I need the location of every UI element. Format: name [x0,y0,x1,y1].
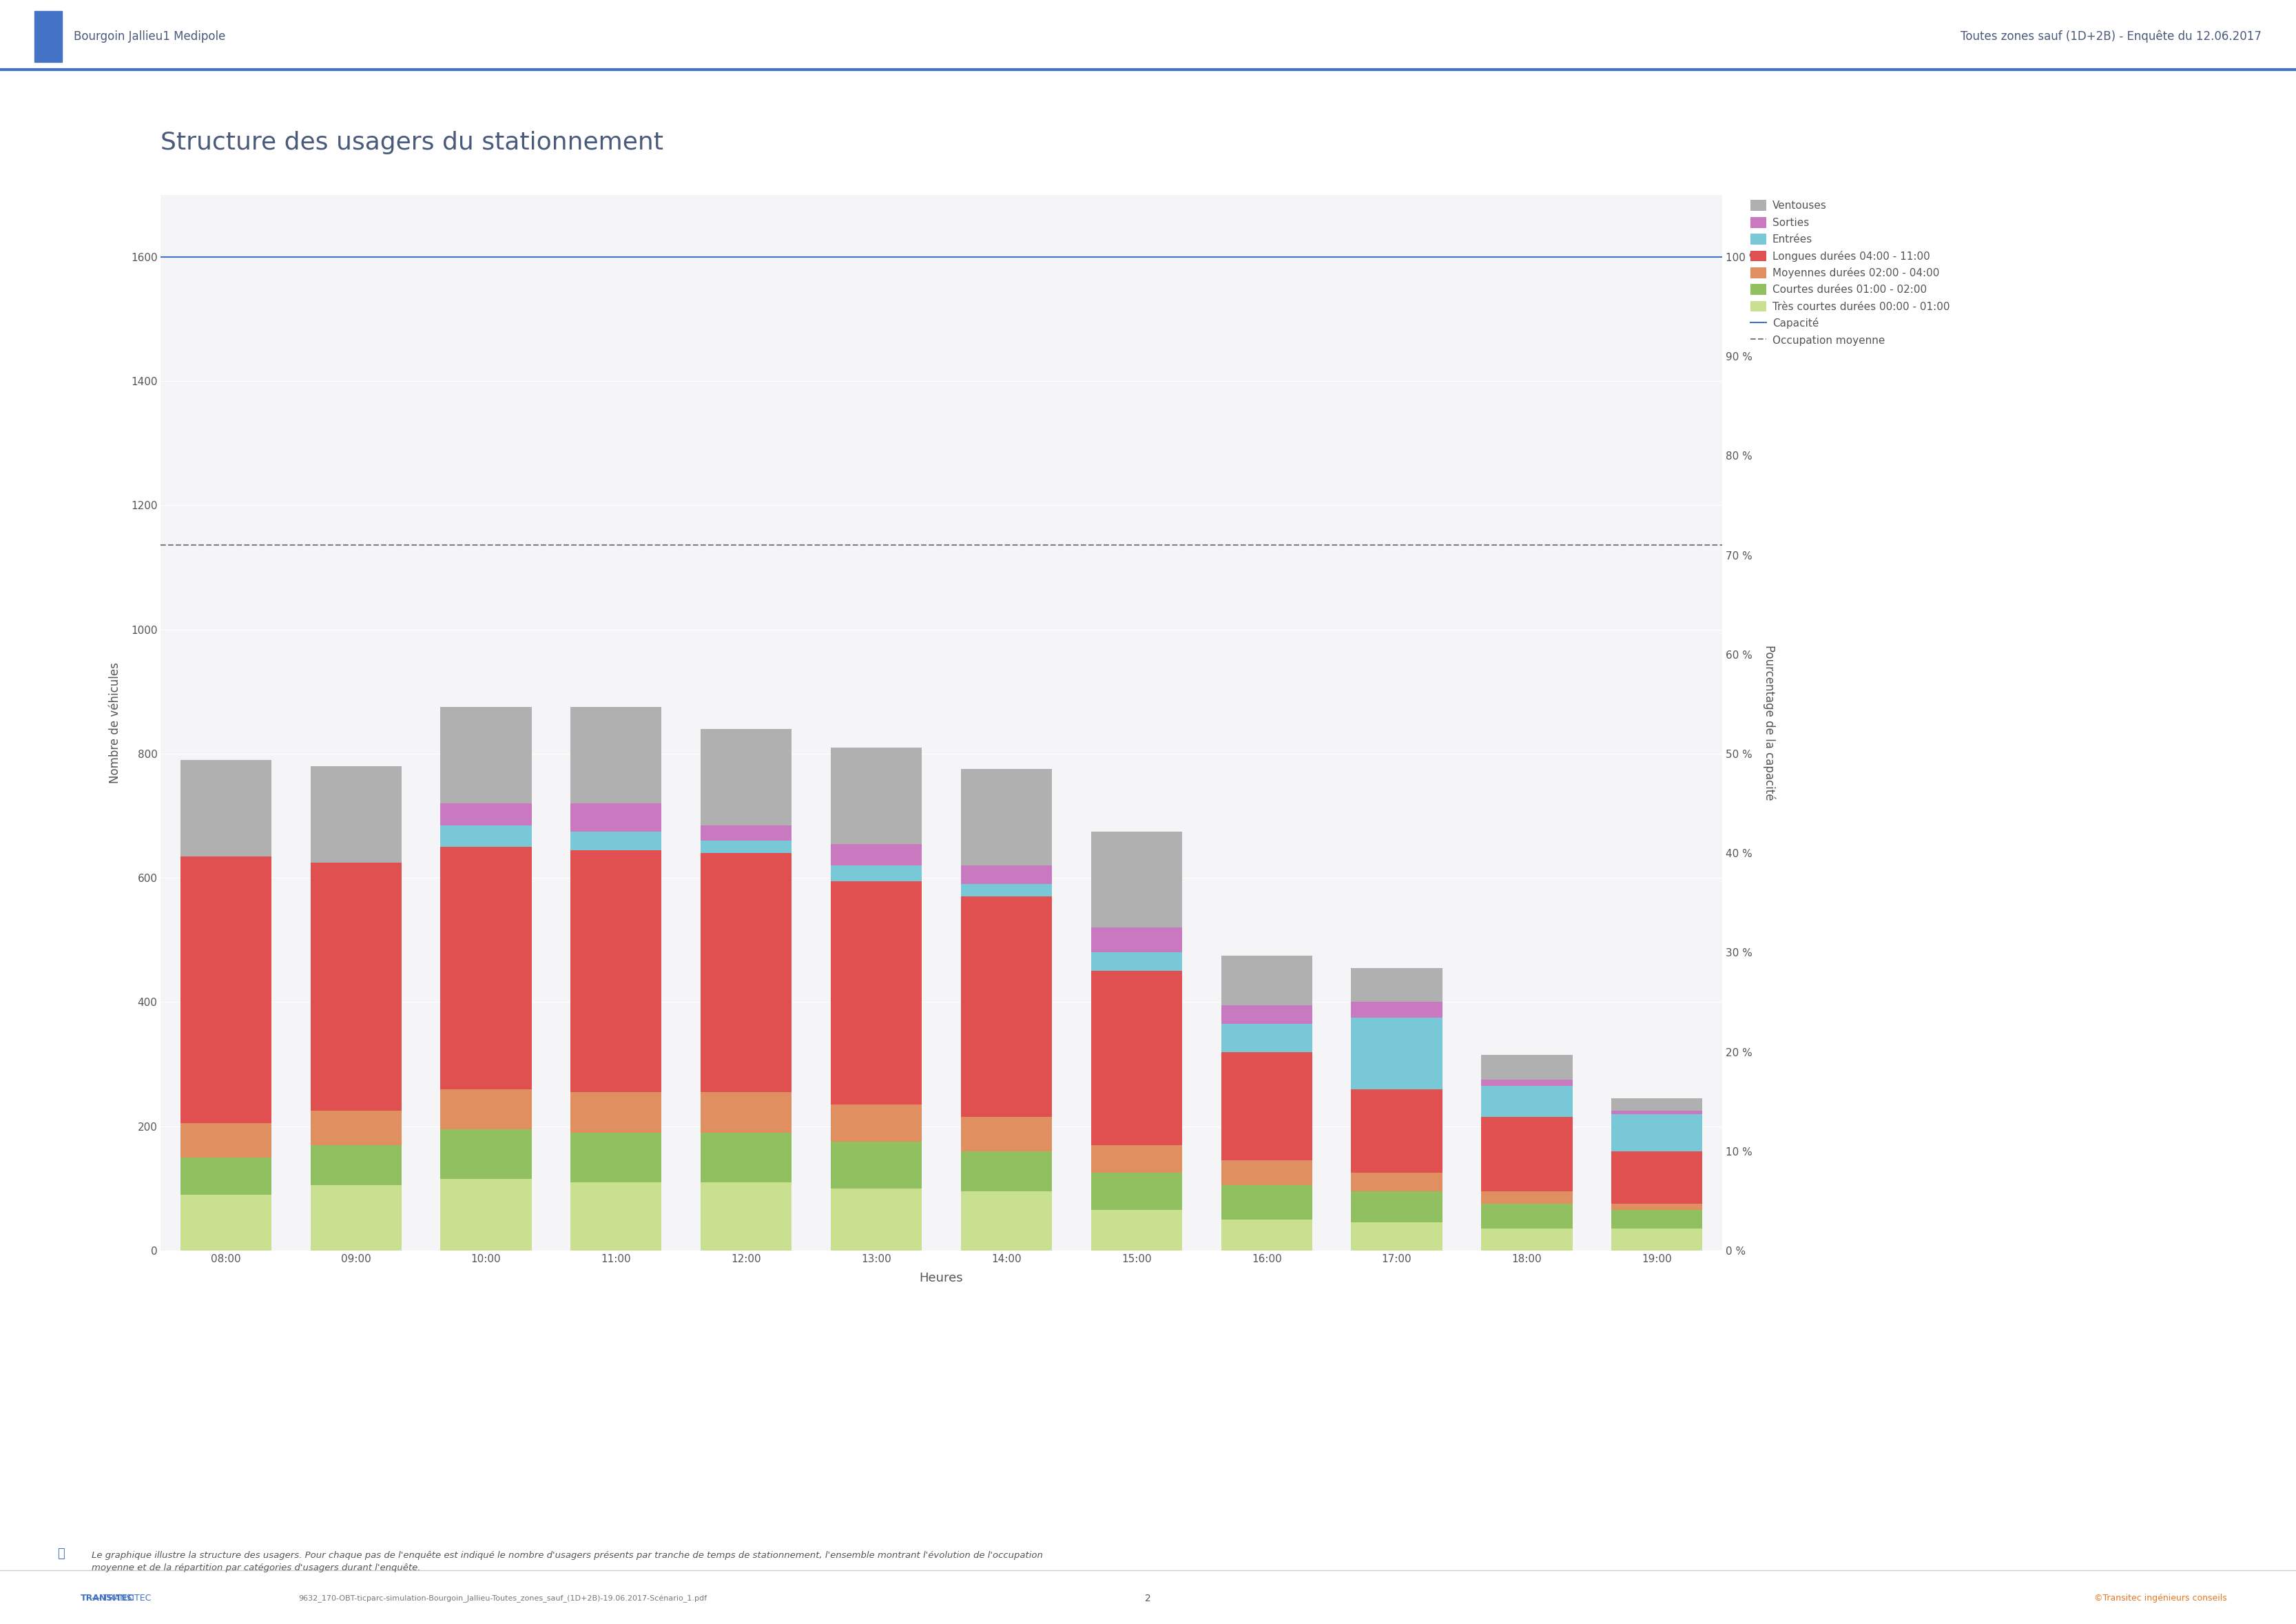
Bar [1091,1145,1182,1173]
Bar [1091,831,1182,927]
Bar [441,1179,533,1250]
Text: TRANSITEC: TRANSITEC [80,1593,133,1603]
Bar [441,846,533,1090]
Text: — TRANSITEC: — TRANSITEC [92,1593,152,1603]
Bar [1221,1220,1313,1250]
Bar [1481,1117,1573,1192]
Bar [962,770,1052,866]
Text: Toutes zones sauf (1D+2B) - Enquête du 12.06.2017: Toutes zones sauf (1D+2B) - Enquête du 1… [1961,31,2262,42]
Bar [831,1104,923,1142]
Bar [831,1189,923,1250]
Bar [572,1132,661,1182]
Bar [310,767,402,862]
Bar [831,866,923,880]
Bar [572,1182,661,1250]
Bar [1612,1229,1704,1250]
Text: ©Transitec ingénieurs conseils: ©Transitec ingénieurs conseils [2094,1593,2227,1603]
Bar [572,1091,661,1132]
Bar [1221,1186,1313,1220]
Bar [181,1195,271,1250]
Bar [831,1142,923,1189]
Bar [181,760,271,856]
Bar [1221,1161,1313,1186]
Text: Structure des usagers du stationnement: Structure des usagers du stationnement [161,132,664,154]
Bar [310,862,402,1111]
Bar [1481,1086,1573,1117]
Bar [1221,1005,1313,1023]
Bar [572,831,661,849]
Bar [962,883,1052,896]
Bar [310,1145,402,1186]
Bar [962,1192,1052,1250]
Text: Le graphique illustre la structure des usagers. Pour chaque pas de l'enquête est: Le graphique illustre la structure des u… [92,1551,1042,1572]
Bar [1091,1173,1182,1210]
Bar [831,880,923,1104]
Bar [1352,1018,1442,1090]
Bar [700,1182,792,1250]
Bar [1352,1173,1442,1192]
Bar [441,1129,533,1179]
Text: • Occupation maximale à 10:00 = 92%
• Occupation moyenne sur la durée de l'enquê: • Occupation maximale à 10:00 = 92% • Oc… [448,1419,827,1455]
Bar [700,841,792,853]
Bar [1091,927,1182,952]
Bar [1481,1229,1573,1250]
Bar [1481,1192,1573,1203]
Bar [441,706,533,804]
Bar [962,896,1052,1117]
Legend: Ventouses, Sorties, Entrées, Longues durées 04:00 - 11:00, Moyennes durées 02:00: Ventouses, Sorties, Entrées, Longues dur… [1750,200,1949,346]
Bar [962,866,1052,883]
Bar [1481,1080,1573,1086]
X-axis label: Heures: Heures [918,1272,964,1285]
Bar [1352,1192,1442,1223]
Bar [1352,1002,1442,1018]
Bar [572,706,661,804]
Bar [441,825,533,846]
Bar [831,747,923,844]
Bar [1221,1023,1313,1052]
Y-axis label: Pourcentage de la capacité: Pourcentage de la capacité [1763,645,1775,801]
Bar [441,1090,533,1129]
Bar [310,1111,402,1145]
Bar [1612,1098,1704,1111]
Text: 2: 2 [1146,1593,1150,1603]
Text: ⓘ: ⓘ [57,1548,64,1561]
Bar [1481,1203,1573,1229]
Bar [181,1158,271,1195]
Text: 9632_170-OBT-ticparc-simulation-Bourgoin_Jallieu-Toutes_zones_sauf_(1D+2B)-19.06: 9632_170-OBT-ticparc-simulation-Bourgoin… [298,1595,707,1603]
Y-axis label: Nombre de véhicules: Nombre de véhicules [108,663,122,783]
Bar [1091,971,1182,1145]
Bar [34,11,62,62]
Bar [310,1186,402,1250]
Bar [1481,1056,1573,1080]
Bar [700,729,792,825]
Bar [700,1132,792,1182]
Bar [1612,1114,1704,1151]
Bar [1091,1210,1182,1250]
Bar [700,825,792,841]
Bar [1352,968,1442,1002]
Bar [1221,955,1313,1005]
Bar [441,804,533,825]
Bar [1352,1090,1442,1173]
Bar [1612,1151,1704,1203]
Bar [1612,1203,1704,1210]
Bar [700,1091,792,1132]
Bar [700,853,792,1091]
Bar [572,804,661,831]
Bar [1091,952,1182,971]
Bar [1612,1210,1704,1229]
Bar [1352,1223,1442,1250]
Bar [962,1151,1052,1192]
Bar [572,849,661,1091]
Bar [1221,1052,1313,1161]
Bar [962,1117,1052,1151]
Bar [1612,1111,1704,1114]
Text: Bourgoin Jallieu1 Medipole: Bourgoin Jallieu1 Medipole [73,31,225,42]
Bar [181,856,271,1124]
Bar [831,844,923,866]
Bar [181,1124,271,1158]
